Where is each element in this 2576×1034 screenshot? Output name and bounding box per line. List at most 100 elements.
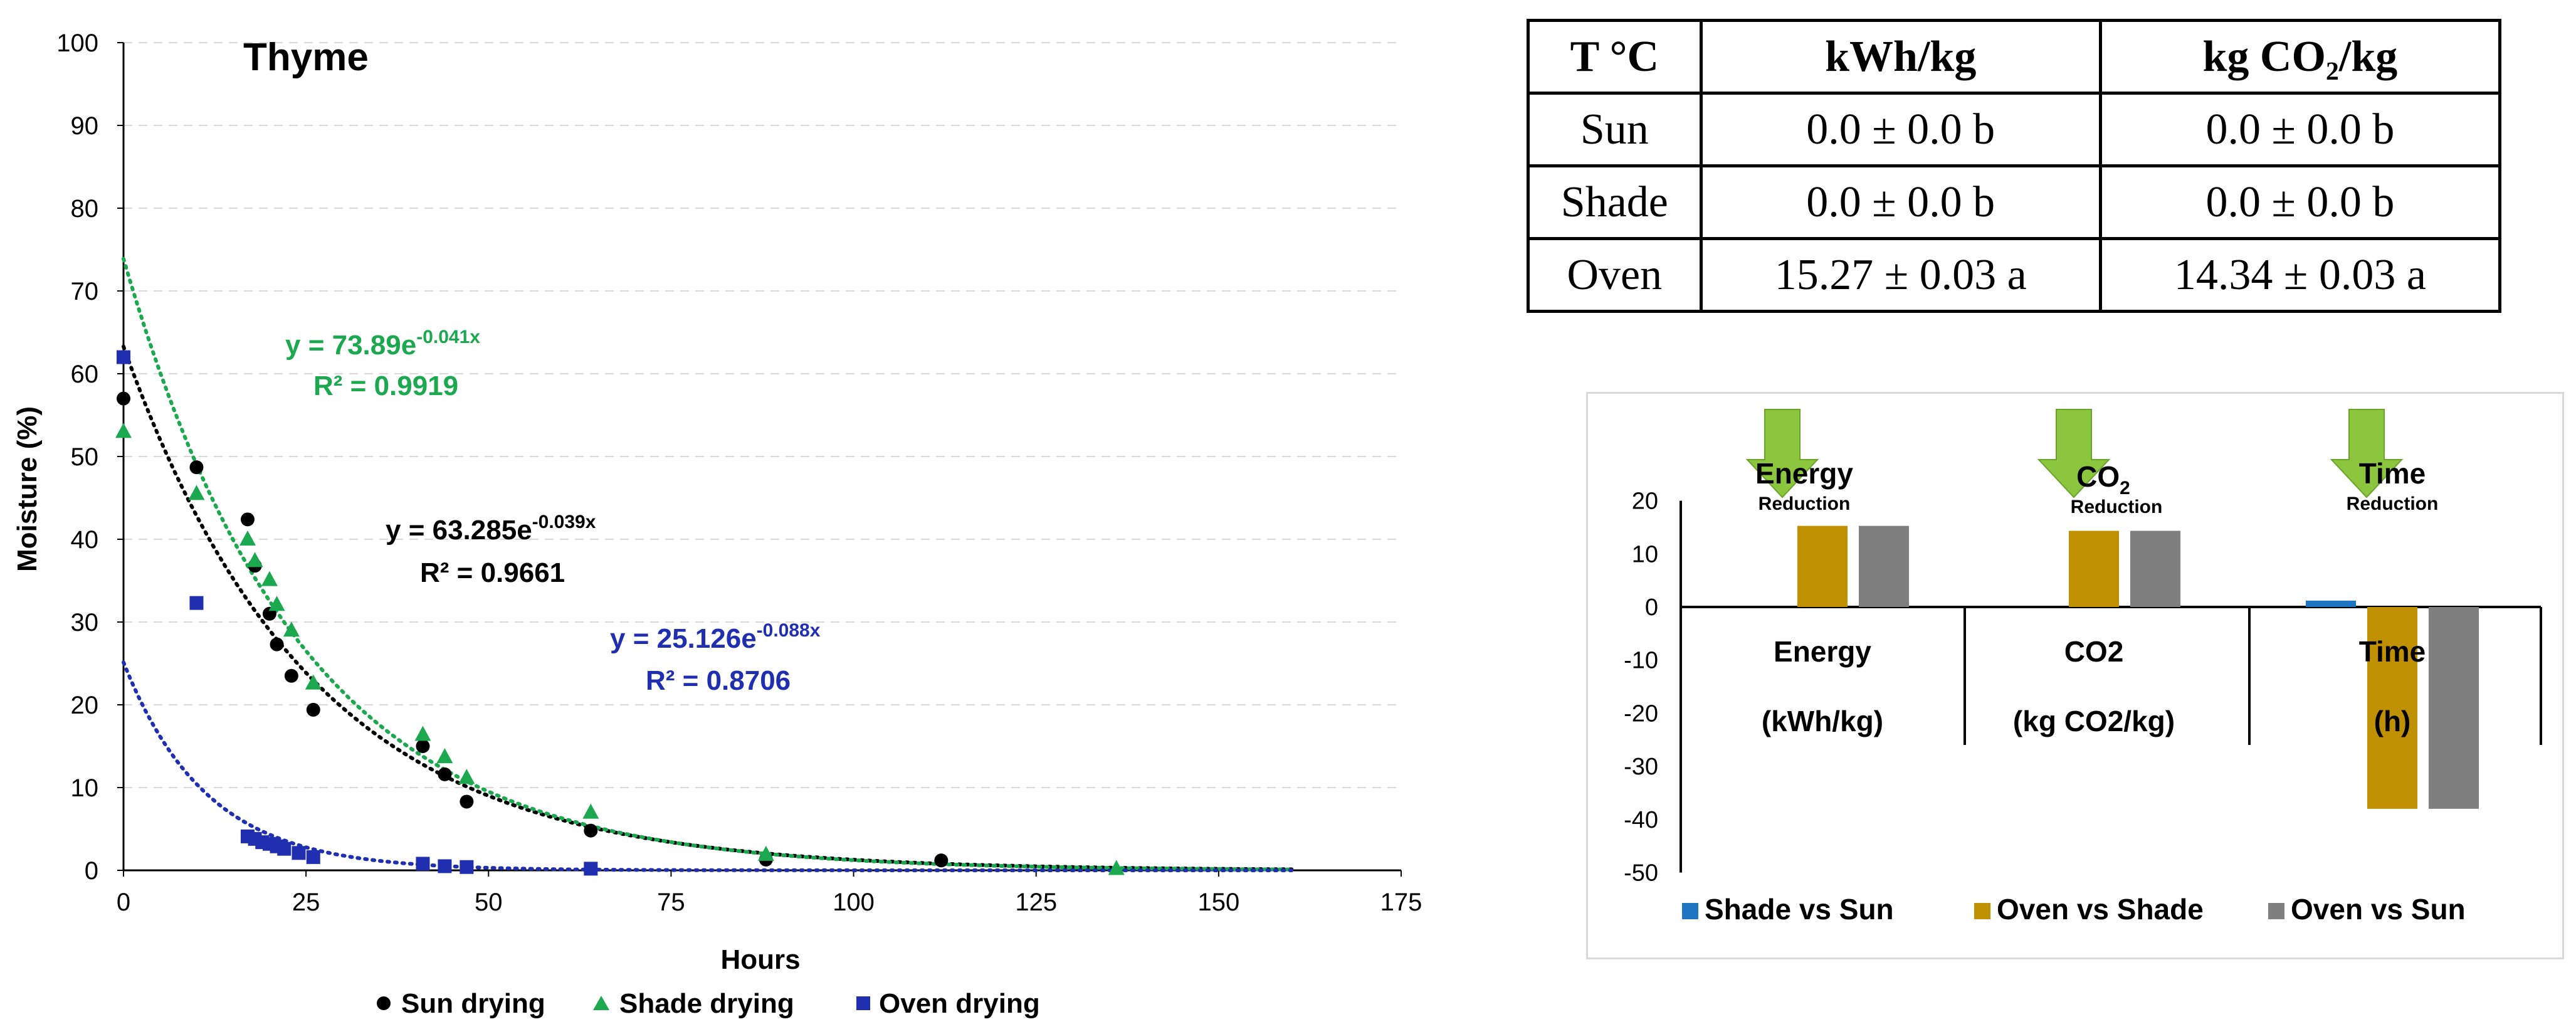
data-point-shade-drying	[1108, 860, 1125, 875]
table-header-kwh: kWh/kg	[1699, 19, 2102, 95]
x-tick-label: 0	[117, 889, 130, 916]
bar-y-tick-label: -50	[1624, 860, 1658, 887]
svg-text:y = 73.89e-0.041x: y = 73.89e-0.041x	[285, 327, 480, 361]
down-arrow-icon	[2037, 409, 2111, 499]
category-unit-co2: (kg CO2/kg)	[2013, 705, 2175, 737]
chart-title: Thyme	[243, 36, 369, 79]
bar-oven-vs-sun	[2429, 607, 2479, 809]
y-tick-label: 0	[85, 857, 98, 885]
bar-oven-vs-shade	[2367, 607, 2417, 809]
data-point-oven-drying	[306, 850, 320, 864]
sun-exponent: -0.039x	[532, 512, 596, 532]
y-tick-label: 100	[56, 29, 98, 57]
sun-fit-equation: y = 63.285e-0.039x R² = 0.9661	[386, 512, 596, 588]
y-axis-title: Moisture (%)	[12, 406, 43, 572]
legend-marker-sun	[377, 996, 391, 1010]
oven-equation: y = 25.126e	[610, 623, 757, 654]
data-point-shade-drying	[261, 571, 278, 586]
table-cell: 14.34 ± 0.03 a	[2098, 237, 2502, 313]
sun-r2: R² = 0.9661	[420, 557, 565, 588]
legend-marker-shade	[593, 996, 609, 1010]
x-tick-label: 125	[1015, 889, 1057, 916]
x-tick-label: 25	[292, 889, 320, 916]
bar-oven-vs-sun	[2130, 530, 2180, 607]
table-cell: Sun	[1527, 92, 1703, 167]
legend-swatch-oven-vs-shade	[1974, 903, 1990, 919]
arrow-label-energy: Energy	[1755, 457, 1853, 490]
gridlines	[124, 42, 1401, 788]
data-point-shade-drying	[436, 748, 453, 764]
y-tick-label: 40	[71, 526, 99, 554]
bar-shade-vs-sun	[2306, 600, 2356, 607]
tick-labels: 0 10 20 30 40 50 60 70 80 90 100 0 25 50 75 100 125 150 17…	[56, 29, 1422, 916]
category-label-energy: Energy	[1774, 635, 1871, 668]
legend-swatch-shade-vs-sun	[1682, 903, 1698, 919]
data-point-oven-drying	[189, 596, 204, 610]
data-point-oven-drying	[584, 862, 598, 876]
bar-y-tick-label: -30	[1624, 754, 1658, 780]
table-cell: Oven	[1527, 237, 1703, 313]
category-label-time: Time	[2359, 635, 2426, 668]
y-tick-label: 90	[71, 112, 99, 140]
legend-label-shade-vs-sun: Shade vs Sun	[1705, 893, 1894, 926]
y-tick-label: 60	[71, 361, 99, 388]
reduction-arrows	[1745, 409, 2404, 499]
x-axis-title: Hours	[720, 944, 800, 975]
category-unit-energy: (kWh/kg)	[1762, 705, 1883, 737]
energy-co2-table: T °C kWh/kg kg CO₂/kg Sun 0.0 ± 0.0 b 0.…	[1527, 19, 2502, 313]
arrow-sub-time: Reduction	[2347, 493, 2439, 514]
legend-label-sun: Sun drying	[401, 988, 545, 1019]
data-point-oven-drying	[416, 857, 430, 871]
bar-oven-vs-shade	[2069, 530, 2119, 607]
table-cell: 0.0 ± 0.0 b	[1699, 92, 2102, 167]
data-point-shade-drying	[188, 485, 205, 500]
data-point-sun-drying	[460, 794, 474, 809]
data-point-shade-drying	[757, 845, 774, 861]
table-cell: Shade	[1527, 164, 1703, 240]
data-point-sun-drying	[270, 637, 284, 652]
legend-label-oven: Oven drying	[879, 988, 1040, 1019]
data-point-sun-drying	[189, 460, 204, 475]
data-points	[115, 350, 1125, 876]
shade-equation: y = 73.89e	[285, 330, 416, 361]
legend: Sun drying Shade drying Oven drying	[377, 988, 1040, 1019]
x-tick-label: 50	[475, 889, 503, 916]
data-point-oven-drying	[117, 350, 130, 364]
bar-y-tick-label: -10	[1624, 648, 1658, 674]
data-point-oven-drying	[277, 841, 292, 856]
legend-label-shade: Shade drying	[619, 988, 794, 1019]
down-arrow-icon	[1745, 409, 1819, 499]
bar-oven-vs-shade	[1797, 525, 1848, 607]
down-arrow-icon	[2330, 409, 2404, 499]
y-tick-label: 10	[71, 774, 99, 802]
bar-legend: Shade vs Sun Oven vs Shade Oven vs Sun	[1682, 893, 2466, 926]
table-header-temp: T °C	[1527, 19, 1703, 95]
bar-tick-labels: 20 10 0 -10 -20 -30 -40 -50	[1624, 488, 1658, 887]
x-tick-label: 150	[1197, 889, 1239, 916]
data-point-shade-drying	[283, 621, 300, 637]
reduction-bar-chart-panel: 20 10 0 -10 -20 -30 -40 -50 Energy (kWh/kg) CO2…	[1586, 392, 2564, 959]
table-row: Sun 0.0 ± 0.0 b 0.0 ± 0.0 b	[1527, 92, 2502, 167]
table-header-co2: kg CO₂/kg	[2098, 19, 2502, 95]
data-point-oven-drying	[460, 860, 474, 874]
bar-y-tick-label: 10	[1632, 541, 1658, 567]
shade-exponent: -0.041x	[416, 327, 480, 347]
arrow-label-co2: CO2	[2076, 460, 2130, 499]
oven-fit-equation: y = 25.126e-0.088x R² = 0.8706	[610, 620, 821, 696]
data-point-shade-drying	[239, 530, 256, 546]
legend-swatch-oven-vs-sun	[2268, 903, 2284, 919]
shade-fit-equation: y = 73.89e-0.041x R² = 0.9919	[285, 327, 480, 401]
data-point-sun-drying	[934, 853, 949, 868]
oven-exponent: -0.088x	[757, 620, 821, 641]
x-tick-label: 75	[657, 889, 685, 916]
shade-r2: R² = 0.9919	[313, 371, 458, 401]
data-point-shade-drying	[246, 552, 263, 567]
table-row: Shade 0.0 ± 0.0 b 0.0 ± 0.0 b	[1527, 164, 2502, 240]
y-tick-label: 50	[71, 443, 99, 471]
category-unit-time: (h)	[2374, 705, 2411, 737]
axes	[117, 42, 1402, 877]
trendline-shade-drying	[122, 256, 1294, 872]
data-point-oven-drying	[292, 846, 306, 860]
data-point-shade-drying	[414, 725, 431, 741]
bar-y-tick-label: 20	[1632, 488, 1658, 515]
